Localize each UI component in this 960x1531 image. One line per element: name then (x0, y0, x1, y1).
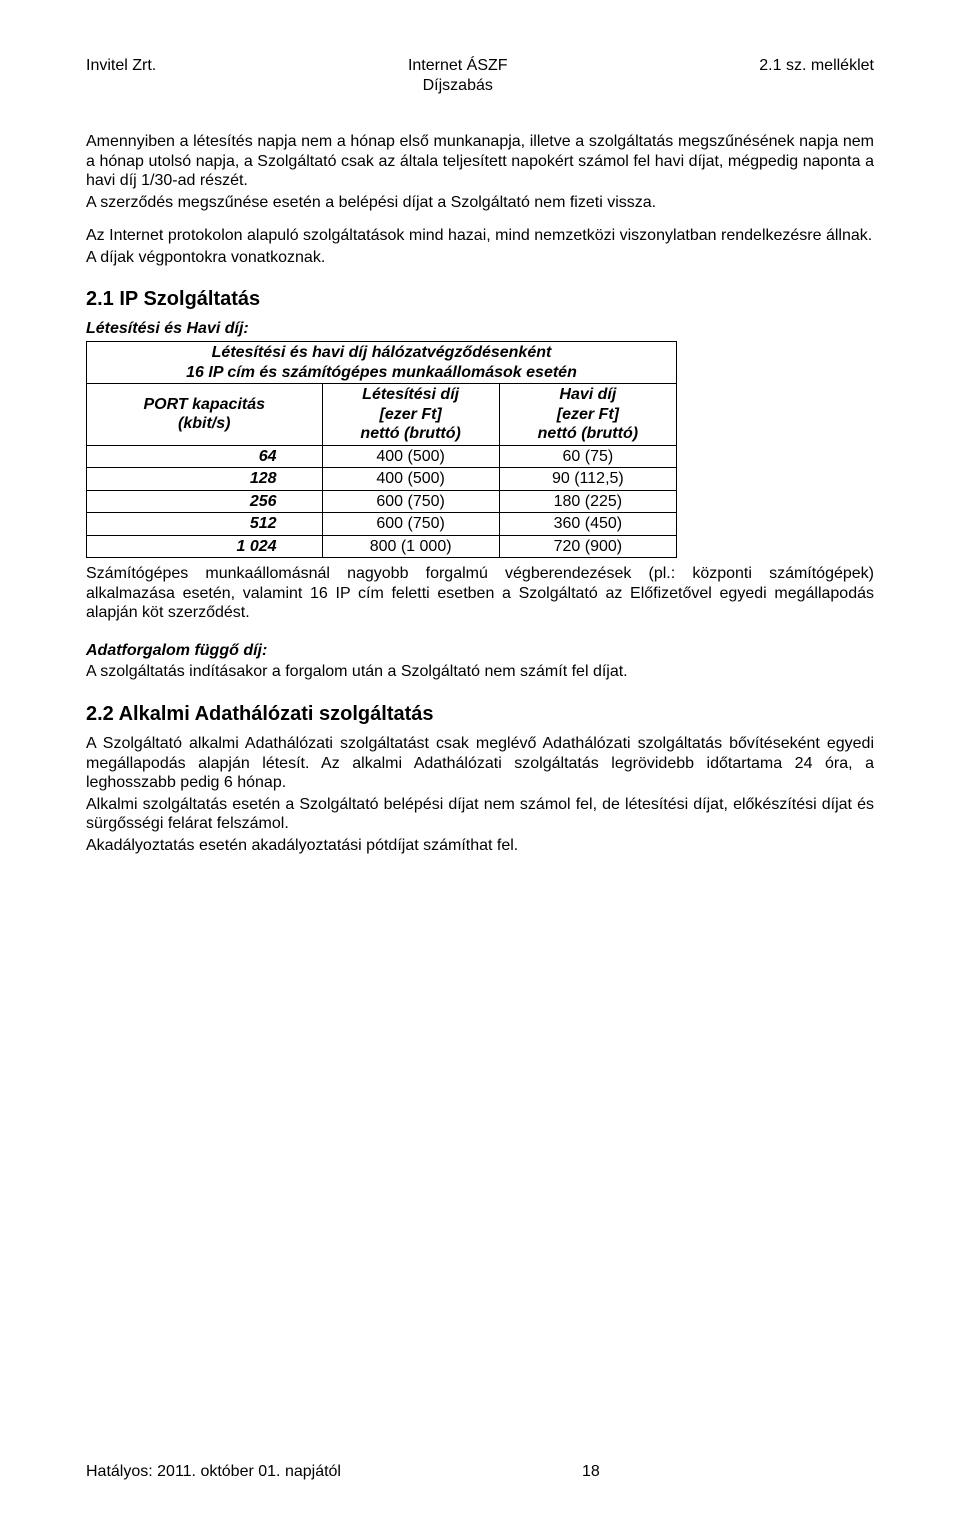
paragraph-22-1: A Szolgáltató alkalmi Adathálózati szolg… (86, 734, 874, 793)
cell-monthly: 90 (112,5) (499, 468, 676, 491)
paragraph-22-2: Alkalmi szolgáltatás esetén a Szolgáltat… (86, 795, 874, 834)
header-center-line1: Internet ÁSZF (408, 56, 508, 76)
paragraph-conditions: Amennyiben a létesítés napja nem a hónap… (86, 132, 874, 191)
footer-effective-date: Hatályos: 2011. október 01. napjától (86, 1463, 341, 1481)
cell-monthly: 720 (900) (499, 535, 676, 558)
col-setup-line2: [ezer Ft] (380, 406, 442, 423)
section-2-1-title: 2.1 IP Szolgáltatás (86, 287, 874, 311)
col-port-line2: (kbit/s) (178, 415, 230, 432)
table-row: 64400 (500)60 (75) (87, 445, 677, 468)
page: Invitel Zrt. Internet ÁSZF Díjszabás 2.1… (0, 0, 960, 1531)
table-header-merged: Létesítési és havi díj hálózatvégződésen… (87, 342, 677, 384)
header-right: 2.1 sz. melléklet (759, 56, 874, 96)
cell-port: 64 (87, 445, 323, 468)
paragraph-22-3: Akadályoztatás esetén akadályoztatási pó… (86, 836, 874, 856)
table-row: 256600 (750)180 (225) (87, 490, 677, 513)
footer-page-number: 18 (582, 1463, 632, 1481)
pricing-table: Létesítési és havi díj hálózatvégződésen… (86, 341, 677, 558)
page-footer: Hatályos: 2011. október 01. napjától 18 (86, 1463, 874, 1481)
section-2-2-title: 2.2 Alkalmi Adathálózati szolgáltatás (86, 702, 874, 726)
cell-monthly: 60 (75) (499, 445, 676, 468)
col-monthly: Havi díj [ezer Ft] nettó (bruttó) (499, 384, 676, 446)
col-setup: Létesítési díj [ezer Ft] nettó (bruttó) (322, 384, 499, 446)
page-header: Invitel Zrt. Internet ÁSZF Díjszabás 2.1… (86, 56, 874, 96)
paragraph-ip-availability: Az Internet protokolon alapuló szolgálta… (86, 226, 874, 246)
table-row: 128400 (500)90 (112,5) (87, 468, 677, 491)
col-port-line1: PORT kapacitás (143, 396, 265, 413)
cell-port: 128 (87, 468, 323, 491)
cell-port: 1 024 (87, 535, 323, 558)
cell-monthly: 360 (450) (499, 513, 676, 536)
cell-setup: 400 (500) (322, 468, 499, 491)
body: Amennyiben a létesítés napja nem a hónap… (86, 132, 874, 855)
header-center: Internet ÁSZF Díjszabás (408, 56, 508, 96)
paragraph-after-table: Számítógépes munkaállomásnál nagyobb for… (86, 564, 874, 623)
subhead-setup-monthly-fee: Létesítési és Havi díj: (86, 319, 874, 339)
col-setup-line3: nettó (bruttó) (360, 425, 460, 442)
table-row: 1 024800 (1 000)720 (900) (87, 535, 677, 558)
col-monthly-line1: Havi díj (559, 386, 616, 403)
cell-monthly: 180 (225) (499, 490, 676, 513)
col-monthly-line2: [ezer Ft] (557, 406, 619, 423)
col-port: PORT kapacitás (kbit/s) (87, 384, 323, 446)
col-setup-line1: Létesítési díj (362, 386, 459, 403)
paragraph-endpoints: A díjak végpontokra vonatkoznak. (86, 248, 874, 268)
cell-setup: 600 (750) (322, 490, 499, 513)
cell-port: 512 (87, 513, 323, 536)
col-monthly-line3: nettó (bruttó) (538, 425, 638, 442)
cell-port: 256 (87, 490, 323, 513)
cell-setup: 400 (500) (322, 445, 499, 468)
header-left: Invitel Zrt. (86, 56, 156, 96)
subhead-traffic-fee: Adatforgalom függő díj: (86, 641, 874, 661)
paragraph-traffic: A szolgáltatás indításakor a forgalom ut… (86, 662, 874, 682)
cell-setup: 800 (1 000) (322, 535, 499, 558)
table-header-line1: Létesítési és havi díj hálózatvégződésen… (212, 344, 552, 361)
paragraph-termination: A szerződés megszűnése esetén a belépési… (86, 193, 874, 213)
table-row: 512600 (750)360 (450) (87, 513, 677, 536)
header-center-line2: Díjszabás (408, 76, 508, 96)
table-header-line2: 16 IP cím és számítógépes munkaállomások… (186, 364, 577, 381)
cell-setup: 600 (750) (322, 513, 499, 536)
